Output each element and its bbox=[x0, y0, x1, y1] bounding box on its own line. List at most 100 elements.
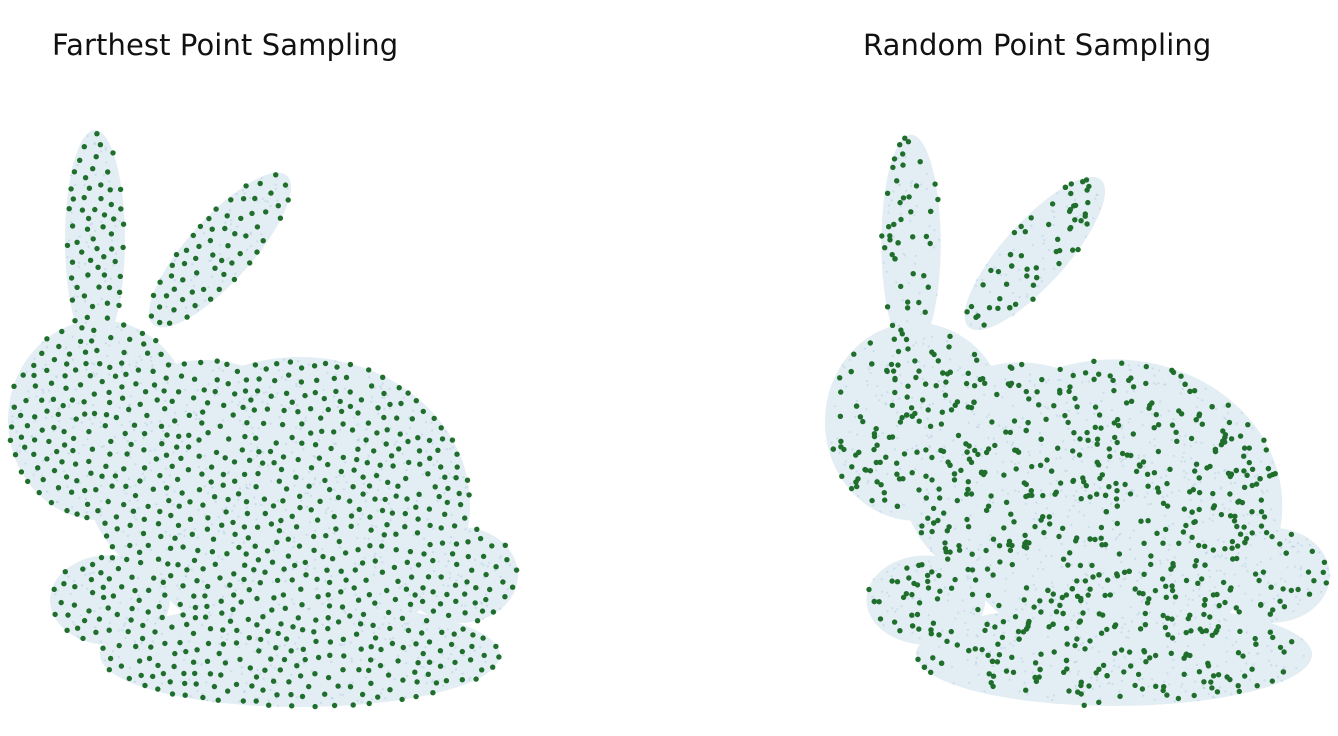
sample-point bbox=[963, 441, 969, 447]
sample-point bbox=[325, 615, 331, 621]
sample-point bbox=[1090, 574, 1096, 580]
sample-point bbox=[114, 611, 121, 618]
sample-point bbox=[1000, 619, 1007, 625]
sample-point bbox=[298, 379, 305, 385]
sample-point bbox=[968, 491, 975, 497]
bunny-surface bbox=[964, 176, 1106, 331]
sample-point bbox=[415, 435, 421, 441]
sample-point bbox=[180, 612, 186, 618]
sample-point bbox=[106, 389, 112, 396]
sample-point bbox=[388, 453, 395, 459]
sample-point bbox=[263, 209, 269, 215]
sample-point bbox=[241, 471, 248, 478]
sample-point bbox=[509, 584, 516, 590]
bunny-surface bbox=[50, 555, 170, 645]
panel-title: Random Point Sampling bbox=[863, 28, 1212, 62]
sample-point bbox=[1231, 518, 1238, 524]
sample-point bbox=[172, 535, 178, 541]
sample-point bbox=[46, 438, 52, 445]
sample-point bbox=[1144, 471, 1151, 477]
sample-point bbox=[975, 451, 981, 458]
sample-point bbox=[51, 467, 58, 474]
sample-point bbox=[910, 234, 916, 240]
sample-point bbox=[989, 658, 996, 664]
sample-point bbox=[913, 183, 920, 189]
sample-point bbox=[453, 475, 459, 481]
sample-point bbox=[348, 523, 354, 529]
sample-point bbox=[1235, 543, 1241, 549]
sample-point bbox=[167, 545, 174, 551]
sample-point bbox=[883, 454, 889, 460]
sample-point bbox=[891, 619, 898, 625]
sample-point bbox=[297, 493, 303, 499]
sample-point bbox=[1078, 682, 1084, 689]
sample-point bbox=[22, 444, 28, 450]
sample-point bbox=[86, 428, 92, 435]
sample-point bbox=[133, 381, 139, 387]
sample-point bbox=[107, 364, 113, 370]
sample-point bbox=[177, 601, 183, 608]
sample-point bbox=[1175, 695, 1182, 702]
sample-point bbox=[199, 471, 205, 477]
sample-point bbox=[1283, 550, 1289, 556]
sample-point bbox=[1045, 587, 1051, 594]
sample-point bbox=[1249, 482, 1255, 489]
sample-point bbox=[413, 693, 419, 700]
sample-point bbox=[1155, 448, 1162, 455]
sample-point bbox=[205, 640, 212, 647]
sample-point bbox=[884, 190, 891, 196]
sample-point bbox=[986, 671, 992, 677]
sample-point bbox=[1077, 618, 1083, 624]
sample-point bbox=[118, 663, 125, 669]
sample-point bbox=[402, 510, 408, 517]
sample-point bbox=[1001, 525, 1007, 531]
sample-point bbox=[354, 456, 360, 463]
sample-point bbox=[166, 320, 173, 326]
sample-point bbox=[1288, 587, 1294, 594]
sample-point bbox=[82, 411, 88, 417]
sample-point bbox=[89, 446, 96, 452]
sample-point bbox=[243, 183, 249, 189]
sample-point bbox=[860, 418, 866, 425]
sample-point bbox=[1261, 437, 1267, 443]
sample-point bbox=[1050, 621, 1056, 627]
sample-point bbox=[1067, 384, 1073, 390]
sample-point bbox=[918, 530, 925, 536]
sample-point bbox=[1037, 462, 1044, 468]
sample-point bbox=[131, 422, 138, 428]
sample-point bbox=[116, 302, 122, 309]
sample-point bbox=[1183, 522, 1189, 529]
sample-point bbox=[1162, 624, 1169, 631]
sample-point bbox=[1148, 561, 1154, 568]
sample-point bbox=[340, 421, 346, 427]
sample-point bbox=[889, 402, 895, 408]
sample-point bbox=[141, 516, 147, 522]
sample-point bbox=[909, 470, 915, 476]
sample-point bbox=[904, 412, 910, 418]
sample-point bbox=[1107, 453, 1113, 460]
sample-point bbox=[156, 304, 163, 310]
sample-point bbox=[1237, 433, 1244, 439]
sample-point bbox=[466, 492, 472, 498]
sample-point bbox=[50, 396, 57, 402]
sample-point bbox=[200, 286, 207, 293]
sample-point bbox=[71, 602, 78, 608]
sample-point bbox=[1096, 412, 1103, 418]
sample-point bbox=[230, 412, 236, 418]
sample-point bbox=[289, 703, 295, 709]
sample-point bbox=[1022, 532, 1028, 538]
sample-point bbox=[916, 299, 922, 306]
sample-point bbox=[1320, 569, 1326, 575]
sample-point bbox=[1305, 569, 1312, 575]
sample-point bbox=[1097, 475, 1103, 482]
sample-point bbox=[61, 442, 68, 448]
sample-point bbox=[1023, 493, 1029, 500]
sample-point bbox=[176, 433, 182, 439]
sample-point bbox=[1019, 361, 1025, 368]
sample-point bbox=[427, 541, 433, 548]
sample-point bbox=[108, 334, 114, 341]
sample-point bbox=[437, 663, 444, 669]
sample-point bbox=[1210, 490, 1216, 497]
sample-point bbox=[382, 496, 388, 503]
sample-point bbox=[269, 559, 276, 565]
